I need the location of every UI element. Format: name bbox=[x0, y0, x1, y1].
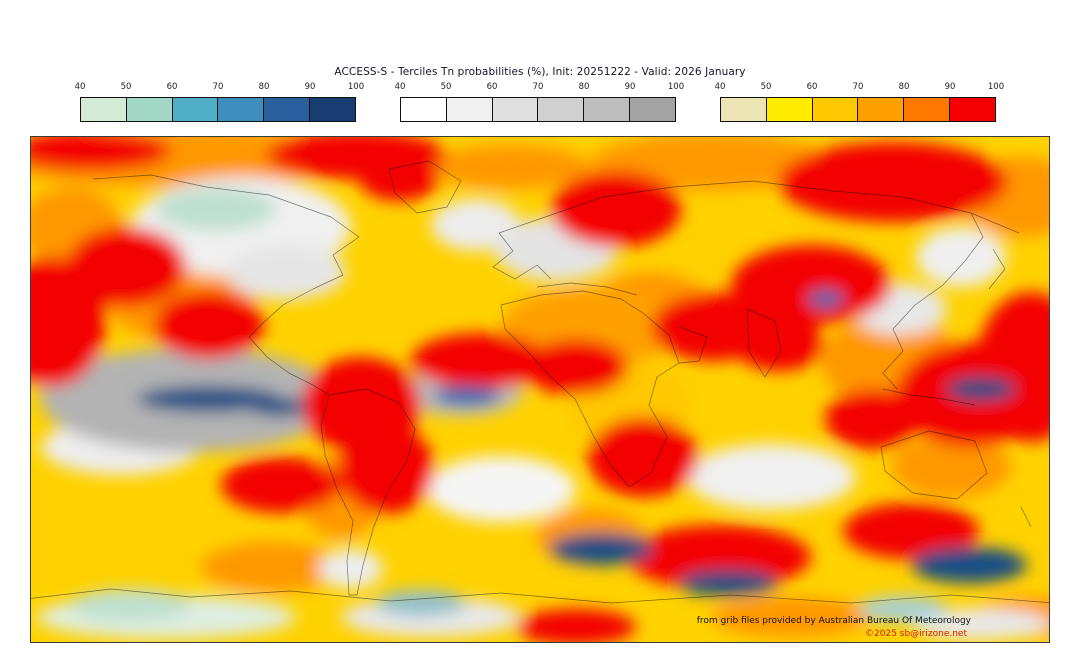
tick-label: 60 bbox=[806, 82, 818, 92]
color-swatch bbox=[310, 98, 355, 121]
color-swatch bbox=[904, 98, 951, 121]
colorbar-tick-labels: 40 50 60 70 80 90 100 bbox=[395, 82, 685, 97]
color-swatch bbox=[401, 98, 447, 121]
colorbar-swatches bbox=[720, 97, 996, 122]
color-swatch bbox=[172, 98, 219, 121]
colorbar-tick-labels: 40 50 60 70 80 90 100 bbox=[715, 82, 1005, 97]
color-swatch bbox=[81, 98, 127, 121]
colorbar-swatches bbox=[400, 97, 676, 122]
color-swatch bbox=[950, 98, 995, 121]
tick-label: 60 bbox=[486, 82, 498, 92]
tick-label: 40 bbox=[714, 82, 726, 92]
colorbar-above-normal: 40 50 60 70 80 90 100 bbox=[715, 82, 1005, 126]
tick-label: 90 bbox=[304, 82, 316, 92]
figure-title: ACCESS-S - Terciles Tn probabilities (%)… bbox=[334, 66, 746, 78]
colorbar-swatches bbox=[80, 97, 356, 122]
color-swatch bbox=[446, 98, 493, 121]
tick-label: 70 bbox=[852, 82, 864, 92]
tick-label: 50 bbox=[120, 82, 132, 92]
world-map: from grib files provided by Australian B… bbox=[30, 136, 1050, 643]
color-swatch bbox=[721, 98, 767, 121]
tick-label: 70 bbox=[532, 82, 544, 92]
tick-label: 100 bbox=[347, 82, 365, 92]
colorbar-below-normal: 40 50 60 70 80 90 100 bbox=[75, 82, 365, 126]
coastlines bbox=[31, 160, 1049, 604]
tick-label: 80 bbox=[258, 82, 270, 92]
color-swatch bbox=[858, 98, 905, 121]
tick-label: 70 bbox=[212, 82, 224, 92]
color-swatch bbox=[218, 98, 265, 121]
tick-label: 90 bbox=[624, 82, 636, 92]
probability-field-image bbox=[31, 137, 1049, 642]
tick-label: 80 bbox=[898, 82, 910, 92]
colorbar-near-normal: 40 50 60 70 80 90 100 bbox=[395, 82, 685, 126]
tick-label: 100 bbox=[667, 82, 685, 92]
tick-label: 80 bbox=[578, 82, 590, 92]
tick-label: 40 bbox=[74, 82, 86, 92]
color-swatch bbox=[584, 98, 631, 121]
color-swatch bbox=[812, 98, 859, 121]
color-swatch bbox=[538, 98, 585, 121]
copyright-notice: ©2025 sb@irizone.net bbox=[865, 629, 967, 639]
color-swatch bbox=[264, 98, 311, 121]
tick-label: 40 bbox=[394, 82, 406, 92]
tick-label: 90 bbox=[944, 82, 956, 92]
color-swatch bbox=[766, 98, 813, 121]
tick-label: 60 bbox=[166, 82, 178, 92]
color-swatch bbox=[630, 98, 675, 121]
tick-label: 100 bbox=[987, 82, 1005, 92]
tick-label: 50 bbox=[440, 82, 452, 92]
colorbar-tick-labels: 40 50 60 70 80 90 100 bbox=[75, 82, 365, 97]
color-swatch bbox=[126, 98, 173, 121]
tick-label: 50 bbox=[760, 82, 772, 92]
data-source-credit: from grib files provided by Australian B… bbox=[696, 616, 971, 626]
probability-blobs bbox=[31, 137, 1049, 642]
color-swatch bbox=[492, 98, 539, 121]
